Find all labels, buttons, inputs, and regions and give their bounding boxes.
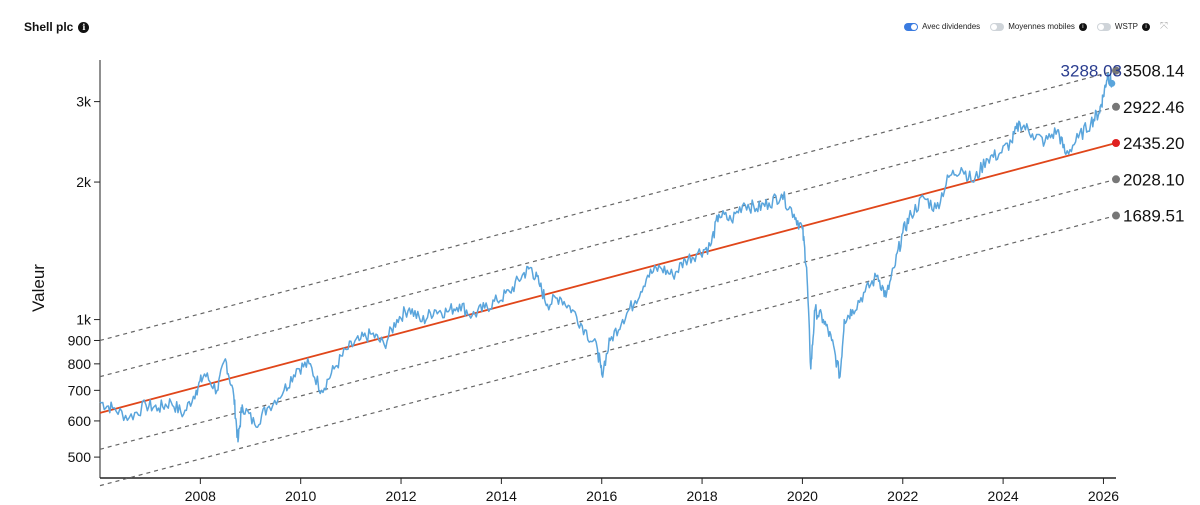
price-line: [99, 72, 1113, 443]
y-tick-label: 1k: [76, 312, 92, 328]
current-value-label: 3288.03: [1061, 62, 1122, 81]
band-end-label: 3508.14: [1123, 62, 1184, 81]
toggle-switch-icon[interactable]: [1096, 22, 1111, 31]
x-tick-label: 2014: [486, 488, 517, 504]
current-point: [1108, 79, 1116, 87]
toggle-switch-icon[interactable]: [904, 22, 919, 31]
band-end-label: 2435.20: [1123, 134, 1184, 153]
x-tick-label: 2010: [285, 488, 316, 504]
x-tick-label: 2022: [887, 488, 918, 504]
band-end-marker: [1112, 175, 1120, 184]
info-icon[interactable]: i: [1142, 22, 1150, 31]
x-tick-label: 2018: [686, 488, 717, 504]
y-tick-label: 800: [68, 356, 92, 372]
expand-icon[interactable]: ⤧: [1160, 21, 1168, 32]
toggle-wstp[interactable]: WSTP i: [1096, 22, 1150, 31]
chart-options: Avec dividendes Moyennes mobiles i WSTP …: [904, 21, 1168, 32]
axes: 500 600 700 800 900 1k 2k 3k 2008 2010 2012 2014 201…: [68, 60, 1119, 504]
channel-line: [99, 178, 1117, 450]
toggle-label: WSTP: [1114, 22, 1138, 31]
band-end-marker: [1112, 66, 1120, 75]
toggle-label: Avec dividendes: [922, 22, 981, 31]
info-icon[interactable]: i: [1078, 22, 1087, 31]
trend-channel: [99, 69, 1117, 487]
y-tick-label: 900: [68, 332, 92, 348]
y-tick-label: 700: [68, 382, 92, 398]
toggle-dividends[interactable]: Avec dividendes: [904, 22, 980, 31]
info-icon[interactable]: i: [78, 21, 90, 33]
band-end-marker: [1112, 138, 1120, 147]
band-end-label: 2922.46: [1123, 98, 1184, 117]
band-end-marker: [1112, 211, 1120, 220]
x-tick-label: 2020: [787, 488, 818, 504]
toggle-moving-averages[interactable]: Moyennes mobiles i: [990, 22, 1087, 31]
y-tick-label: 500: [68, 449, 92, 465]
x-tick-label: 2024: [988, 488, 1019, 504]
toggle-label: Moyennes mobiles: [1008, 22, 1075, 31]
channel-line: [99, 69, 1117, 342]
price-series: [99, 72, 1116, 443]
trend-line: [99, 142, 1117, 414]
x-tick-label: 2012: [385, 488, 416, 504]
end-labels: 3508.14 2922.46 2435.20 2028.10 1689.51 3288.…: [1061, 62, 1185, 226]
y-tick-label: 3k: [76, 94, 92, 110]
band-end-label: 1689.51: [1123, 207, 1184, 226]
band-end-label: 2028.10: [1123, 170, 1184, 189]
y-axis-title: Valeur: [29, 264, 48, 312]
toggle-switch-icon[interactable]: [990, 22, 1005, 31]
y-tick-label: 600: [68, 413, 92, 429]
x-tick-label: 2026: [1088, 488, 1119, 504]
x-tick-label: 2008: [185, 488, 216, 504]
band-end-marker: [1112, 102, 1120, 111]
y-tick-label: 2k: [76, 174, 92, 190]
x-tick-label: 2016: [586, 488, 617, 504]
chart-title-text: Shell plc: [24, 20, 74, 34]
chart-title: Shell plc i: [24, 20, 90, 34]
channel-line: [99, 106, 1117, 378]
